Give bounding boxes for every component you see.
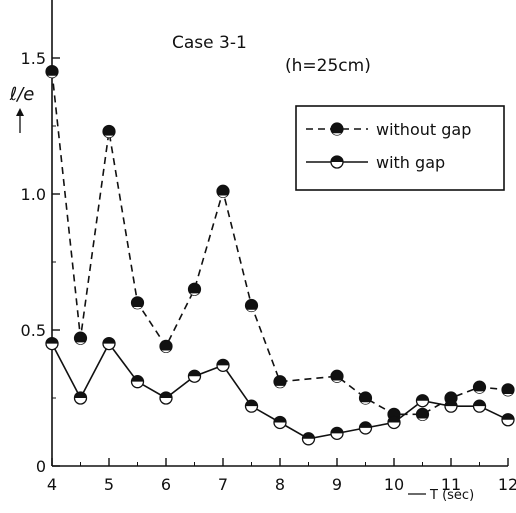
data-point-with-gap <box>415 394 430 408</box>
data-point-with-gap <box>102 336 116 351</box>
data-point-without-gap <box>159 339 173 353</box>
y-tick-label: 1.5 <box>21 49 46 68</box>
data-point-without-gap <box>273 375 287 389</box>
y-label-arrow-icon <box>16 108 24 116</box>
data-point-with-gap <box>45 336 59 351</box>
data-point-with-gap <box>472 399 487 413</box>
legend: without gap with gap <box>295 105 505 191</box>
legend-marker-without-gap <box>330 122 344 136</box>
legend-label-with-gap: with gap <box>376 153 445 172</box>
legend-box <box>295 105 505 191</box>
data-point-without-gap <box>73 331 88 345</box>
x-tick-label: 4 <box>47 475 57 494</box>
data-point-without-gap <box>472 380 487 394</box>
data-point-with-gap <box>444 399 458 413</box>
x-tick-label: 11 <box>441 475 461 494</box>
data-point-with-gap <box>387 415 401 430</box>
data-point-with-gap <box>244 399 259 413</box>
y-tick-label: 0.5 <box>21 321 46 340</box>
data-point-with-gap <box>273 415 287 430</box>
data-point-with-gap <box>501 413 515 427</box>
axes-layer <box>16 0 509 495</box>
text-layer: 0 0.5 1.0 1.5 4 5 6 7 8 9 10 11 12 T (sec) ℓ/e Case 3-1… <box>9 33 516 503</box>
y-tick-label: 0 <box>36 457 46 476</box>
legend-label-without-gap: without gap <box>376 120 471 139</box>
series-layer <box>45 64 515 446</box>
legend-marker-with-gap <box>330 155 344 169</box>
data-point-without-gap <box>216 184 230 198</box>
data-point-with-gap <box>216 358 230 373</box>
data-point-with-gap <box>358 421 373 435</box>
data-point-without-gap <box>130 296 145 310</box>
x-tick-label: 12 <box>498 475 516 494</box>
data-point-with-gap <box>73 391 88 405</box>
data-point-with-gap <box>187 369 202 383</box>
data-point-without-gap <box>244 298 259 313</box>
chart-subtitle: (h=25cm) <box>285 56 371 76</box>
data-point-with-gap <box>330 426 344 441</box>
series-line-without-gap <box>51 71 509 416</box>
x-tick-label: 10 <box>384 475 404 494</box>
y-tick-label: 1.0 <box>21 185 46 204</box>
data-point-without-gap <box>358 391 373 405</box>
chart-title: Case 3-1 <box>172 33 247 53</box>
data-point-with-gap <box>130 375 145 389</box>
x-tick-label: 6 <box>161 475 171 494</box>
data-point-with-gap <box>301 432 316 446</box>
x-tick-label: 5 <box>104 475 114 494</box>
x-tick-label: 7 <box>218 475 228 494</box>
data-point-without-gap <box>187 282 202 296</box>
x-axis-label: T (sec) <box>429 488 474 503</box>
data-point-without-gap <box>330 369 344 383</box>
data-point-with-gap <box>159 391 173 405</box>
data-point-without-gap <box>501 383 515 397</box>
y-axis-label: ℓ/e <box>9 84 35 105</box>
data-point-without-gap <box>45 64 59 79</box>
x-tick-label: 9 <box>332 475 342 494</box>
x-tick-label: 8 <box>275 475 285 494</box>
data-point-without-gap <box>102 124 116 139</box>
data-point-without-gap <box>415 407 430 421</box>
